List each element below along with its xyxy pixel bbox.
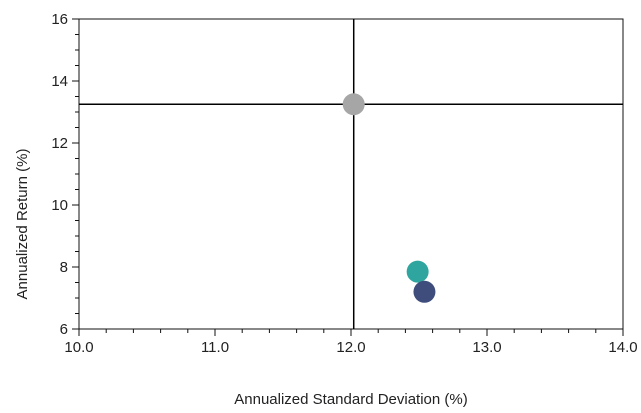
y-tick-label: 12 xyxy=(51,135,68,152)
x-tick-label: 10.0 xyxy=(64,339,93,356)
data-point xyxy=(406,260,429,283)
y-tick-label: 6 xyxy=(60,321,68,338)
data-points xyxy=(342,93,436,303)
y-tick-label: 14 xyxy=(51,73,68,90)
x-tick-label: 13.0 xyxy=(472,339,501,356)
data-point xyxy=(413,280,436,303)
x-axis-label: Annualized Standard Deviation (%) xyxy=(234,391,467,408)
data-point xyxy=(342,93,365,116)
x-tick-label: 11.0 xyxy=(201,339,229,356)
y-axis: 6 8 10 12 14 16 xyxy=(51,11,79,338)
plot-area xyxy=(78,18,624,330)
x-tick-label: 14.0 xyxy=(608,339,637,356)
x-tick-label: 12.0 xyxy=(336,339,365,356)
y-axis-label: Annualized Return (%) xyxy=(14,149,31,300)
y-tick-label: 8 xyxy=(60,259,68,276)
x-axis: 10.0 11.0 12.0 13.0 14.0 xyxy=(64,329,638,356)
y-tick-label: 10 xyxy=(51,197,68,214)
y-tick-label: 16 xyxy=(51,11,68,28)
